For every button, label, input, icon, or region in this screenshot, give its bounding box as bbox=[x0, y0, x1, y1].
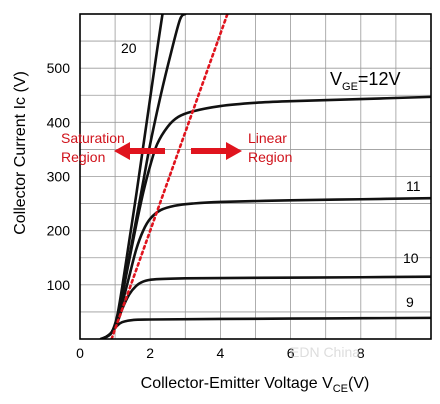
linear-region-label-line2: Region bbox=[248, 149, 292, 165]
linear-region-label-line1: Linear bbox=[248, 130, 287, 146]
y-axis-title: Collector Current Ic (V) bbox=[12, 71, 29, 235]
x-axis-title: Collector-Emitter Voltage VCE(V) bbox=[141, 375, 370, 395]
saturation-arrow-left bbox=[114, 142, 165, 160]
x-tick-label: 2 bbox=[146, 345, 154, 361]
x-axis-title-subscript: CE bbox=[333, 383, 348, 395]
curve-vge-9 bbox=[99, 316, 431, 339]
x-tick-label: 0 bbox=[76, 345, 84, 361]
linear-arrow-right bbox=[191, 142, 242, 160]
y-tick-label: 500 bbox=[47, 60, 71, 76]
curve-label-11: 11 bbox=[406, 178, 421, 194]
plot-frame bbox=[79, 13, 432, 340]
curve-label-10: 10 bbox=[403, 250, 419, 266]
x-axis-title-main: Collector-Emitter Voltage V bbox=[141, 375, 333, 392]
y-tick-label: 200 bbox=[47, 223, 71, 239]
x-tick-label: 6 bbox=[287, 345, 295, 361]
y-tick-label: 300 bbox=[47, 169, 71, 185]
x-tick-label: 8 bbox=[357, 345, 365, 361]
y-tick-label: 100 bbox=[47, 277, 71, 293]
saturation-region-label-line1: Saturation bbox=[61, 130, 125, 146]
y-tick-labels: 100 200 300 400 500 bbox=[47, 60, 71, 293]
vge-label-value: =12V bbox=[358, 69, 401, 89]
curve-label-vge-12: VGE=12V bbox=[330, 69, 400, 93]
saturation-region-label-line2: Region bbox=[61, 149, 105, 165]
y-tick-label: 400 bbox=[47, 114, 71, 130]
curve-label-20: 20 bbox=[121, 40, 137, 56]
x-axis-title-unit: (V) bbox=[348, 375, 369, 392]
x-tick-labels: 0 2 4 6 8 bbox=[76, 345, 365, 361]
x-tick-label: 4 bbox=[217, 345, 225, 361]
saturation-linear-boundary-line bbox=[110, 14, 229, 339]
curve-label-9: 9 bbox=[406, 294, 414, 310]
vge-label-subscript: GE bbox=[342, 81, 358, 93]
watermark: EDN China bbox=[290, 344, 360, 360]
vge-label-main: V bbox=[330, 69, 342, 89]
